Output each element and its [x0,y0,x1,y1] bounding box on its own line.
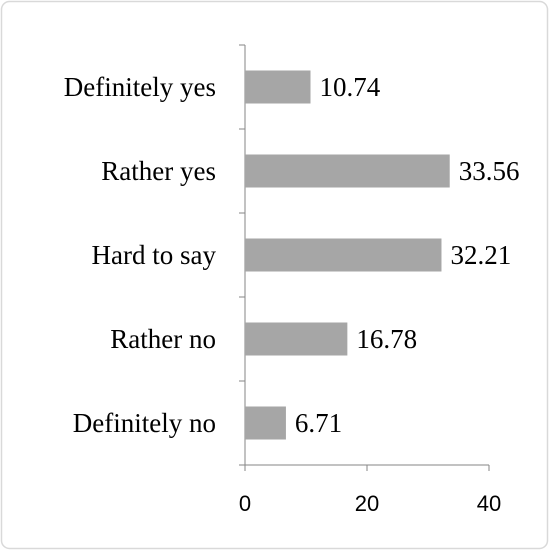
y-tick-label: Rather yes [101,156,216,186]
data-label: 10.74 [320,72,381,102]
bar [245,322,348,356]
bar [245,70,311,104]
y-tick-label: Definitely no [73,408,216,438]
y-tick-label: Definitely yes [64,72,216,102]
y-tick-label: Rather no [110,324,216,354]
y-tick-label: Hard to say [92,240,217,270]
x-tick-label: 0 [239,491,251,516]
data-label: 16.78 [356,324,417,354]
bar [245,154,450,188]
bar [245,406,286,440]
data-label: 32.21 [450,240,511,270]
data-label: 6.71 [295,408,342,438]
x-tick-label: 40 [477,491,501,516]
data-label: 33.56 [459,156,520,186]
x-tick-label: 20 [355,491,379,516]
bar [245,238,442,272]
